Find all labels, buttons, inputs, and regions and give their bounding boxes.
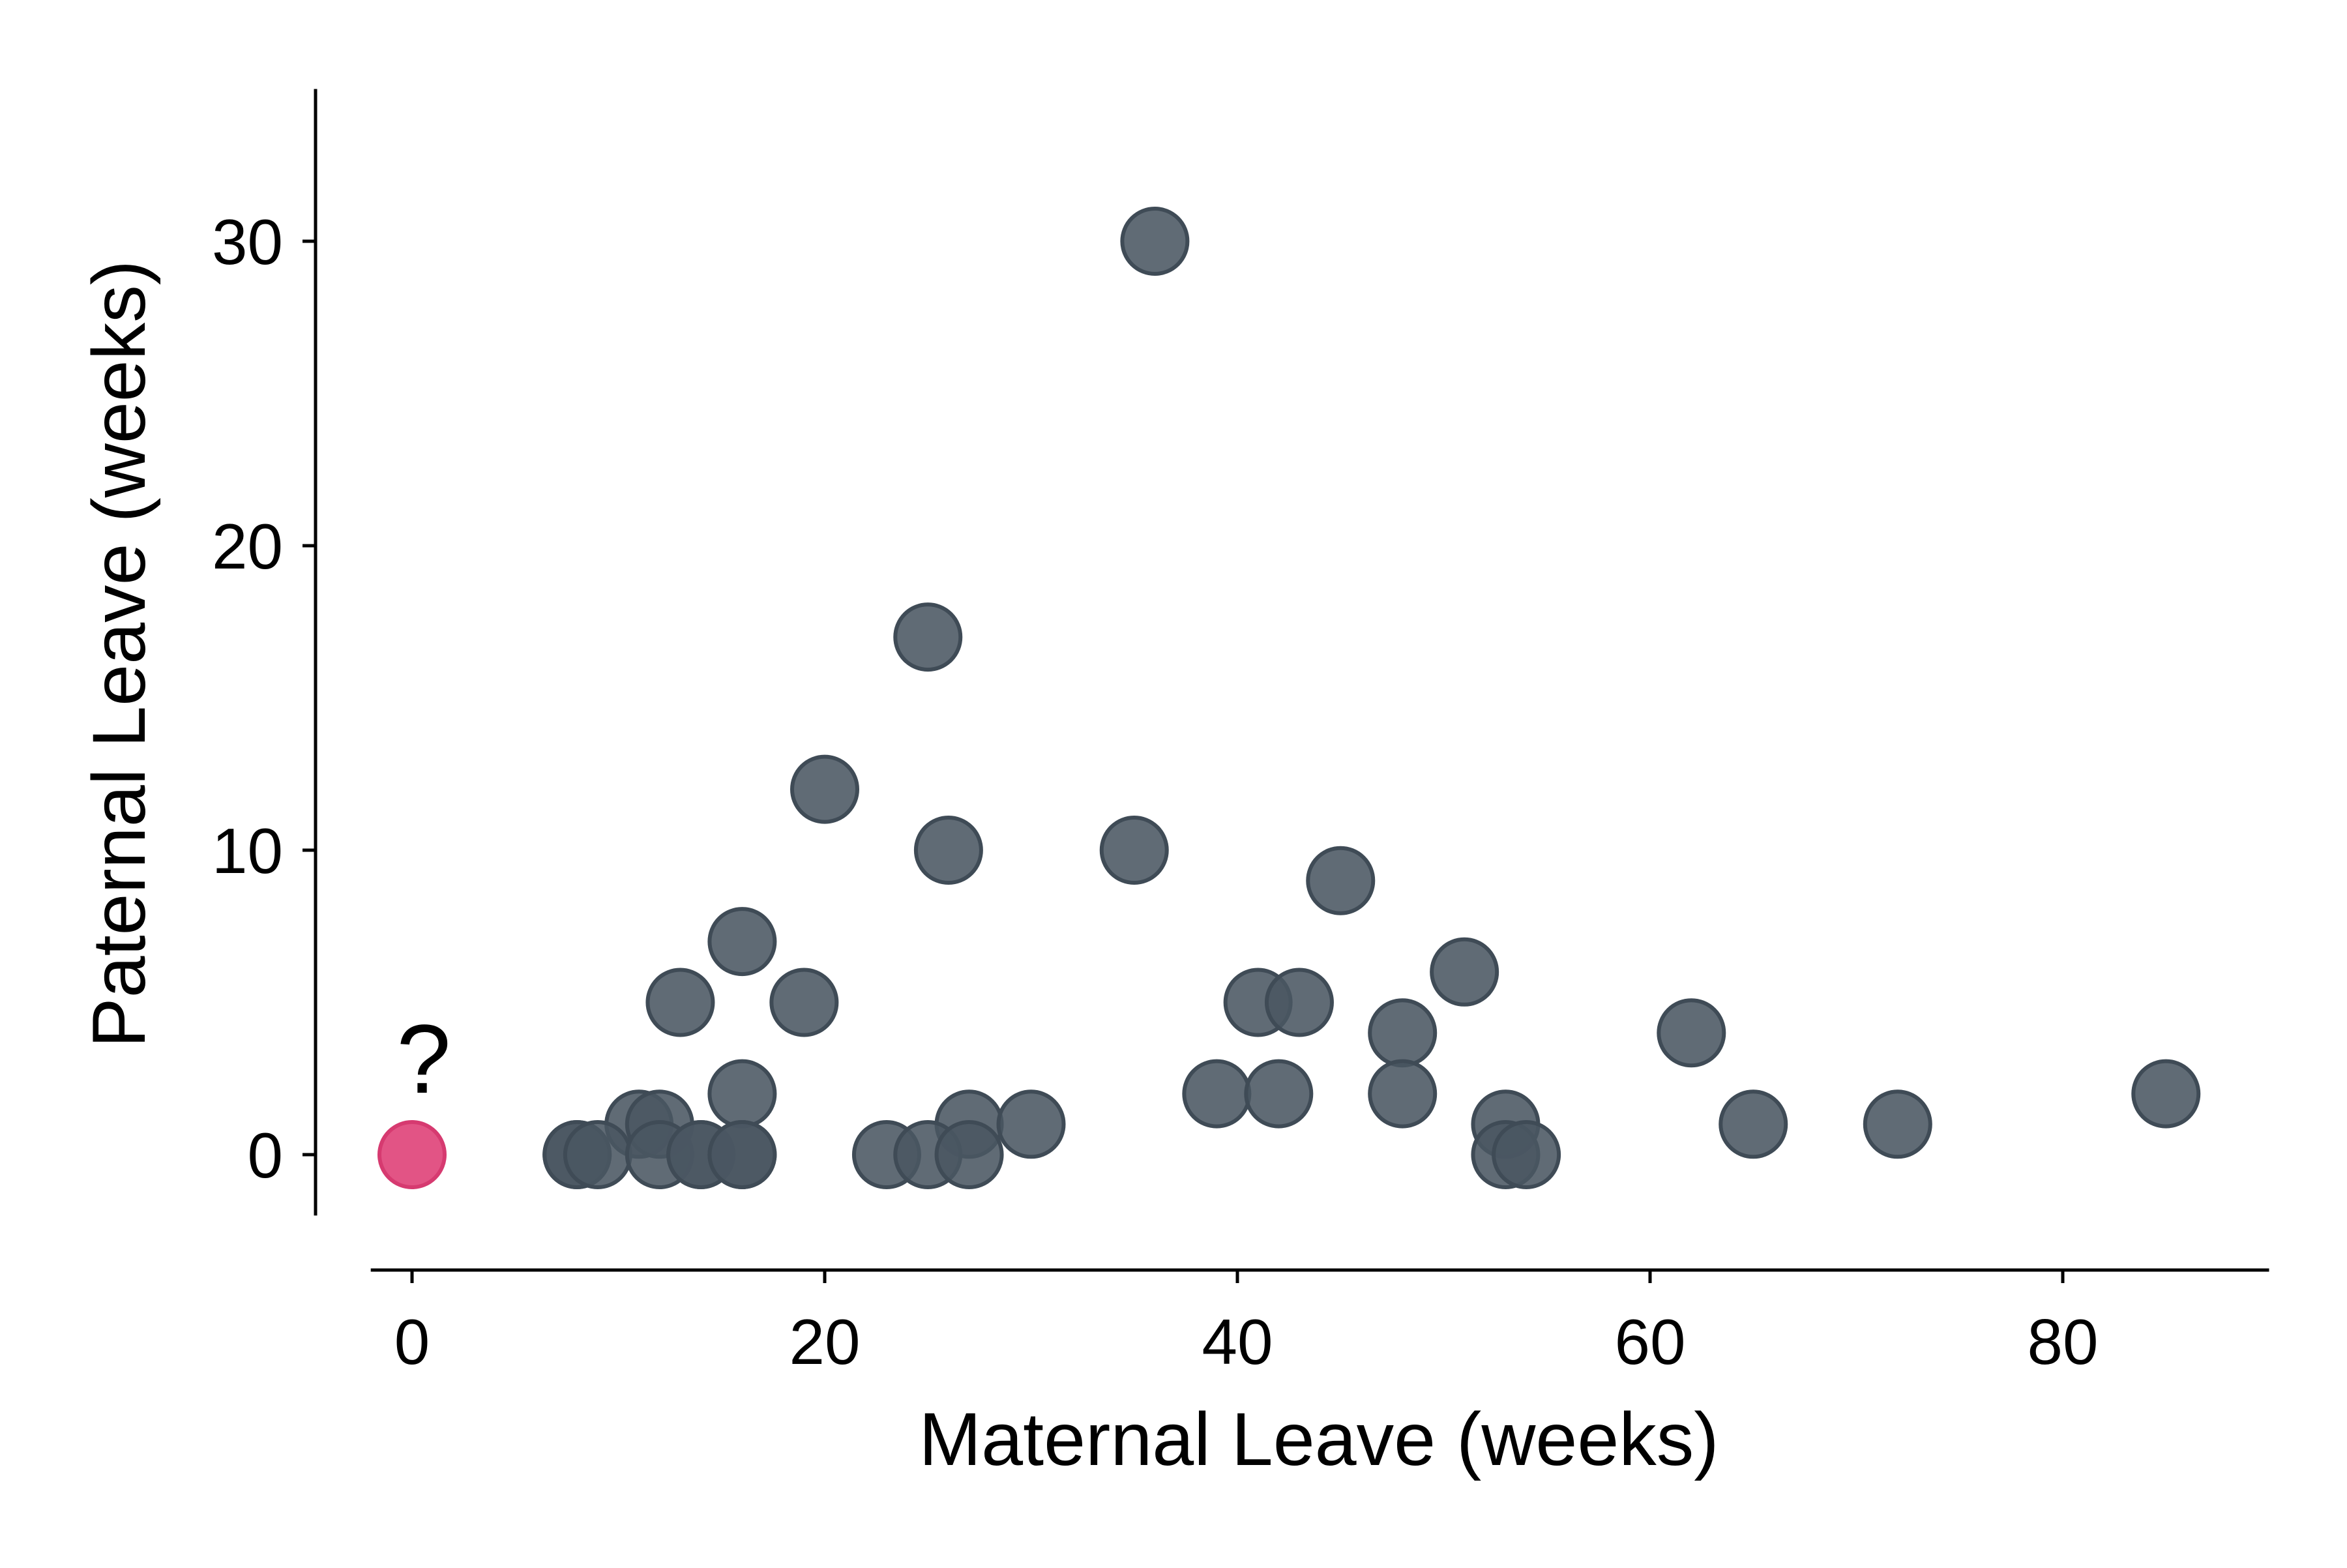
scatter-point <box>1492 1120 1561 1189</box>
y-tick-label: 20 <box>212 510 283 582</box>
scatter-point <box>913 816 983 885</box>
scatter-point <box>1244 1059 1314 1129</box>
highlighted-point <box>377 1120 447 1189</box>
scatter-point <box>893 602 963 672</box>
scatter-point <box>1863 1089 1932 1159</box>
scatter-point <box>1719 1089 1788 1159</box>
x-tick-label: 60 <box>1614 1306 1685 1378</box>
scatter-point <box>790 754 859 824</box>
scatter-point <box>645 968 715 1037</box>
scatter-point <box>1430 937 1499 1007</box>
scatter-point <box>1368 1059 1438 1129</box>
data-points <box>377 207 2201 1189</box>
y-tick-label: 0 <box>247 1119 283 1191</box>
x-tick-label: 40 <box>1202 1306 1273 1378</box>
y-axis-title: Paternal Leave (weeks) <box>78 260 161 1048</box>
scatter-point <box>1306 846 1376 915</box>
scatter-point <box>563 1120 632 1189</box>
x-tick-label: 0 <box>394 1306 430 1378</box>
x-axis-title: Maternal Leave (weeks) <box>919 1398 1719 1481</box>
scatter-point <box>1264 968 1334 1037</box>
y-tick-label: 30 <box>212 206 283 278</box>
scatter-point <box>996 1089 1066 1159</box>
scatter-point <box>934 1120 1004 1189</box>
y-tick-label: 10 <box>212 815 283 887</box>
axes: 0 10 20 30 0 20 40 60 80 <box>212 89 2269 1378</box>
scatter-point <box>1182 1059 1252 1129</box>
scatter-point <box>769 968 839 1037</box>
scatter-point <box>707 1059 777 1129</box>
scatter-point <box>707 1120 777 1189</box>
x-tick-label: 80 <box>2027 1306 2098 1378</box>
x-axis-ticks: 0 20 40 60 80 <box>394 1270 2099 1378</box>
scatter-point <box>1368 998 1438 1068</box>
scatter-point <box>1099 816 1169 885</box>
x-tick-label: 20 <box>789 1306 860 1378</box>
scatter-point <box>2131 1059 2201 1129</box>
scatter-point <box>1120 207 1190 276</box>
scatter-point <box>707 907 777 977</box>
y-axis-ticks: 0 10 20 30 <box>212 206 316 1191</box>
scatter-point <box>1657 998 1726 1068</box>
annotations: ? <box>396 1004 450 1114</box>
question-mark-annotation: ? <box>396 1004 450 1114</box>
